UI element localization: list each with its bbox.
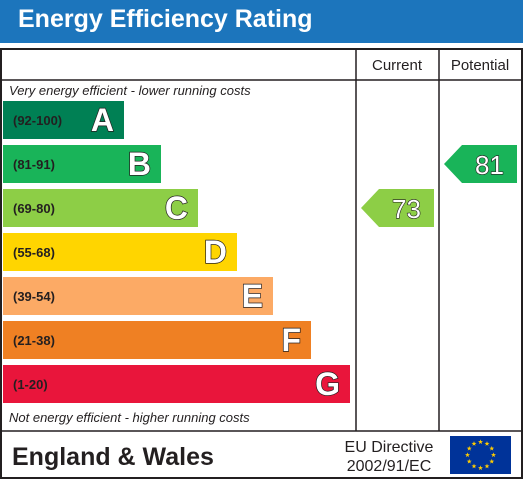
band-g-letter: G xyxy=(315,366,340,402)
band-f-range: (21-38) xyxy=(13,333,55,348)
potential-rating-arrow xyxy=(444,145,517,183)
eu-flag-star xyxy=(465,452,470,458)
band-c xyxy=(3,189,198,227)
bottom-note: Not energy efficient - higher running co… xyxy=(9,410,250,425)
current-rating-value: 73 xyxy=(392,194,421,224)
rating-indicators: 73 81 xyxy=(361,145,517,227)
chart-frame xyxy=(0,48,523,479)
eu-flag-star xyxy=(491,452,496,458)
band-e xyxy=(3,277,273,315)
top-note: Very energy efficient - lower running co… xyxy=(9,83,251,98)
band-e-range: (39-54) xyxy=(13,289,55,304)
band-a-letter: A xyxy=(91,102,114,138)
band-c-range: (69-80) xyxy=(13,201,55,216)
footer-directive-line1: EU Directive xyxy=(345,439,434,456)
band-f-letter: F xyxy=(281,322,301,358)
eu-flag-star xyxy=(471,441,477,446)
eu-flag-star xyxy=(478,439,483,445)
band-f xyxy=(3,321,311,359)
band-d xyxy=(3,233,237,271)
band-b-letter: B xyxy=(128,146,151,182)
eu-flag-star xyxy=(471,463,477,469)
eu-flag-star xyxy=(466,445,472,451)
band-g-range: (1-20) xyxy=(13,377,48,392)
eu-flag-star xyxy=(489,445,495,451)
eu-flag-star xyxy=(484,441,490,446)
eu-flag-star xyxy=(489,458,495,464)
band-b-range: (81-91) xyxy=(13,157,55,172)
band-g xyxy=(3,365,350,403)
footer-directive-line2: 2002/91/EC xyxy=(347,458,432,475)
footer-region: England & Wales xyxy=(12,443,214,471)
chart-title: Energy Efficiency Rating xyxy=(18,5,313,33)
eu-flag-star xyxy=(484,463,490,469)
eu-flag-star xyxy=(466,458,472,464)
title-bar: Energy Efficiency Rating xyxy=(0,0,523,43)
band-a-range: (92-100) xyxy=(13,113,62,128)
band-d-letter: D xyxy=(204,234,227,270)
band-b xyxy=(3,145,161,183)
column-header-potential: Potential xyxy=(451,57,509,74)
potential-rating-value: 81 xyxy=(475,150,504,180)
current-rating-arrow xyxy=(361,189,434,227)
band-c-letter: C xyxy=(165,190,188,226)
rating-bands: (92-100) A (81-91) B (69-80) C (55-68) D (39-54)… xyxy=(3,101,350,403)
band-d-range: (55-68) xyxy=(13,245,55,260)
column-header-current: Current xyxy=(372,57,423,74)
band-e-letter: E xyxy=(242,278,263,314)
eu-flag-star xyxy=(478,465,483,471)
band-a xyxy=(3,101,124,139)
eu-flag-icon xyxy=(450,436,511,474)
